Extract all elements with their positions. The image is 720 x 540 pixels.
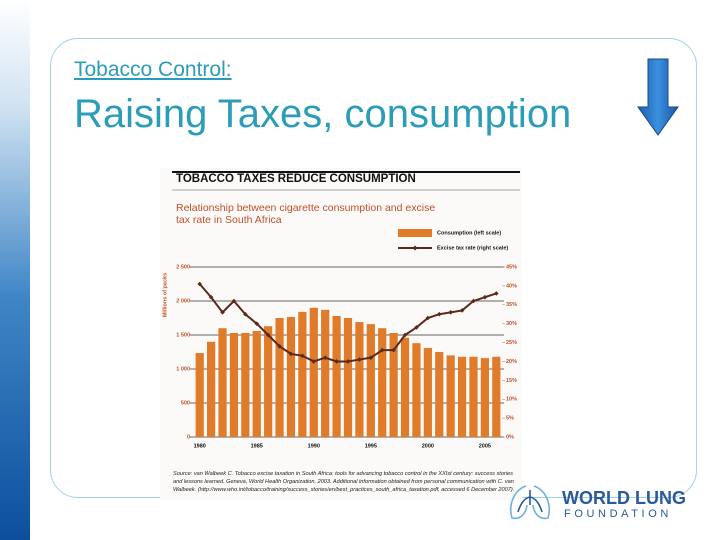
- marker: [493, 291, 499, 296]
- bar: [492, 356, 501, 437]
- bar: [400, 337, 410, 437]
- marker: [265, 332, 271, 338]
- marker: [197, 281, 203, 287]
- marker: [414, 325, 419, 330]
- marker: [288, 351, 294, 357]
- legend-swatch: [412, 245, 418, 251]
- y-tick-label: 0: [187, 434, 190, 440]
- bar: [412, 343, 421, 437]
- bar: [446, 355, 455, 437]
- bar: [457, 356, 467, 437]
- bar: [366, 324, 375, 437]
- y2-tick-label: 10%: [506, 397, 517, 403]
- marker: [425, 315, 431, 321]
- chart-source: Source: van Walbeek C. Tobacco excise ta…: [173, 471, 515, 493]
- y2-tick-label: 40%: [506, 283, 517, 289]
- y-tick-label: 2 500: [176, 264, 190, 270]
- x-tick-label: 1995: [365, 443, 377, 449]
- logo-text: FOUNDATION: [564, 508, 672, 520]
- marker: [391, 347, 396, 353]
- bar: [264, 326, 273, 437]
- bar: [229, 332, 239, 437]
- marker: [311, 359, 317, 364]
- y2-tick-label: 25%: [506, 340, 517, 346]
- bar: [195, 353, 204, 437]
- side-strip: [0, 0, 30, 540]
- y2-tick-label: 35%: [506, 302, 517, 308]
- x-tick-label: 1980: [194, 443, 206, 449]
- marker: [243, 311, 248, 317]
- bar: [435, 352, 444, 437]
- y-tick-label: 1 500: [176, 332, 190, 338]
- marker: [471, 298, 476, 304]
- bar: [207, 341, 216, 437]
- marker: [448, 310, 453, 315]
- x-tick-label: 2000: [422, 443, 434, 449]
- slide-subtitle: Tobacco Control:: [74, 58, 232, 81]
- y2-tick-label: 5%: [506, 416, 514, 422]
- bar: [298, 311, 307, 437]
- bar: [218, 328, 227, 437]
- bar: [286, 316, 296, 437]
- y-tick-label: 2 000: [176, 298, 190, 304]
- marker: [300, 353, 305, 359]
- bar: [469, 356, 478, 437]
- legend-label: Consumption (left scale): [437, 230, 501, 236]
- bar: [343, 318, 353, 437]
- bar: [389, 332, 398, 437]
- bar: [309, 307, 318, 437]
- bar: [480, 358, 489, 437]
- marker: [254, 321, 260, 326]
- y2-tick-label: 0%: [506, 434, 514, 440]
- marker: [436, 311, 442, 317]
- y2-tick-label: 20%: [506, 359, 517, 365]
- bar: [252, 330, 261, 437]
- bar: [332, 315, 341, 437]
- chart-header: TOBACCO TAXES REDUCE CONSUMPTION: [176, 173, 416, 185]
- marker: [379, 347, 385, 353]
- marker: [277, 344, 282, 349]
- down-arrow: [637, 58, 679, 136]
- logo-text: WORLD LUNG: [562, 488, 686, 508]
- bar: [275, 318, 284, 437]
- y2-tick-label: 30%: [506, 321, 517, 327]
- slide-title: Raising Taxes, consumption: [74, 92, 572, 136]
- marker: [231, 298, 237, 304]
- y-tick-label: 1 000: [176, 366, 190, 372]
- bar: [378, 328, 387, 437]
- marker: [345, 359, 351, 364]
- x-tick-label: 1990: [308, 443, 320, 449]
- logo-icon: [510, 485, 550, 520]
- bar: [321, 309, 330, 437]
- bar: [355, 322, 364, 437]
- chart-title: Relationship between cigarette consumpti…: [176, 202, 436, 226]
- legend-label: Excise tax rate (right scale): [437, 245, 508, 251]
- legend-swatch: [398, 229, 432, 237]
- marker: [208, 294, 214, 300]
- y-axis-label: Millions of packs: [162, 273, 168, 317]
- marker: [357, 357, 362, 362]
- marker: [402, 332, 408, 338]
- bar: [241, 332, 250, 437]
- bar: [423, 347, 432, 437]
- marker: [482, 294, 488, 300]
- y-tick-label: 500: [181, 400, 190, 406]
- marker: [459, 308, 465, 313]
- marker: [368, 355, 374, 360]
- marker: [322, 355, 328, 360]
- marker: [220, 310, 225, 315]
- x-tick-label: 1985: [251, 443, 263, 449]
- marker: [334, 359, 339, 364]
- y2-tick-label: 45%: [506, 264, 517, 270]
- x-tick-label: 2005: [479, 443, 491, 449]
- y2-tick-label: 15%: [506, 378, 517, 384]
